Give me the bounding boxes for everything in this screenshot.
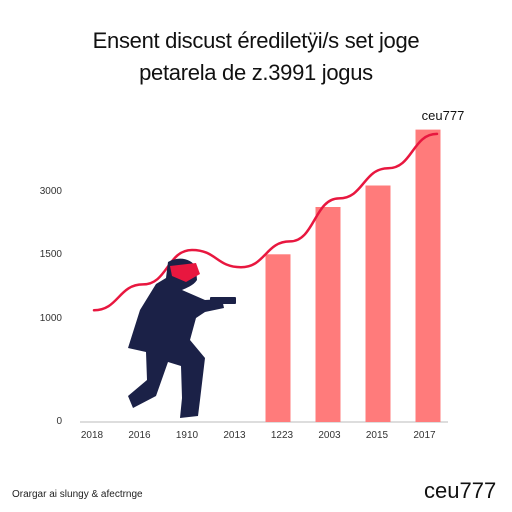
x-tick-label-2018: 2018 bbox=[81, 430, 104, 441]
figure-silhouette bbox=[128, 258, 236, 418]
bar-2003 bbox=[315, 207, 341, 422]
x-tick-label-2013: 2013 bbox=[223, 430, 246, 441]
x-tick-label-1910: 1910 bbox=[176, 430, 199, 441]
bar-1223 bbox=[265, 254, 291, 422]
y-ticks: 0 1000 1500 3000 bbox=[40, 186, 63, 427]
x-tick-label-2016: 2016 bbox=[128, 430, 151, 441]
figure-mask bbox=[170, 263, 200, 282]
bar-data-label: ceu777 bbox=[422, 108, 465, 123]
bar-2015 bbox=[365, 185, 391, 422]
bars-layer bbox=[265, 129, 441, 422]
x-tick-label-2015: 2015 bbox=[366, 430, 389, 441]
x-tick-labels: 2018 2016 1910 2013 1223 2003 2015 2017 bbox=[81, 430, 436, 441]
figure-body bbox=[128, 258, 224, 418]
figure-gun bbox=[210, 297, 236, 304]
x-tick-label-1223: 1223 bbox=[271, 430, 294, 441]
chart-subtitle: petarela de z.3991 jogus bbox=[139, 60, 373, 85]
y-tick-label-0: 0 bbox=[56, 416, 62, 427]
footer-brand: ceu777 bbox=[424, 478, 497, 503]
x-tick-label-2017: 2017 bbox=[413, 430, 436, 441]
y-tick-label-3000: 3000 bbox=[40, 186, 63, 197]
trend-line bbox=[92, 132, 439, 312]
y-tick-label-1000: 1000 bbox=[40, 313, 63, 324]
footer-note: Orargar ai slungy & afectrnge bbox=[12, 489, 143, 500]
bar-2017 bbox=[415, 129, 441, 422]
x-tick-label-2003: 2003 bbox=[318, 430, 341, 441]
y-tick-label-1500: 1500 bbox=[40, 249, 63, 260]
chart-title: Ensent discust érediletÿi/s set joge bbox=[92, 28, 420, 53]
